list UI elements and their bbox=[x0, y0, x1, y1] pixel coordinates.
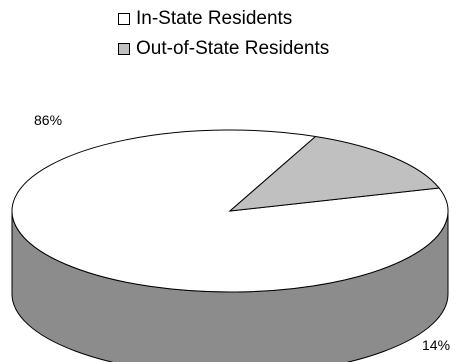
legend-item-in-state: In-State Residents bbox=[118, 8, 329, 30]
legend-label-out-of-state: Out-of-State Residents bbox=[136, 38, 330, 59]
pie-slices bbox=[11, 129, 449, 293]
legend: In-State Residents Out-of-State Resident… bbox=[118, 8, 329, 60]
legend-swatch-out-of-state bbox=[118, 43, 130, 55]
data-label-out-of-state: 14% bbox=[422, 337, 450, 353]
pie-data-labels: 86% 14% bbox=[34, 112, 450, 353]
legend-swatch-in-state bbox=[118, 13, 130, 25]
data-label-in-state: 86% bbox=[34, 112, 62, 128]
pie-slice-out-of-state-residents bbox=[228, 135, 440, 212]
legend-label-in-state: In-State Residents bbox=[136, 8, 293, 29]
legend-item-out-of-state: Out-of-State Residents bbox=[118, 38, 329, 60]
